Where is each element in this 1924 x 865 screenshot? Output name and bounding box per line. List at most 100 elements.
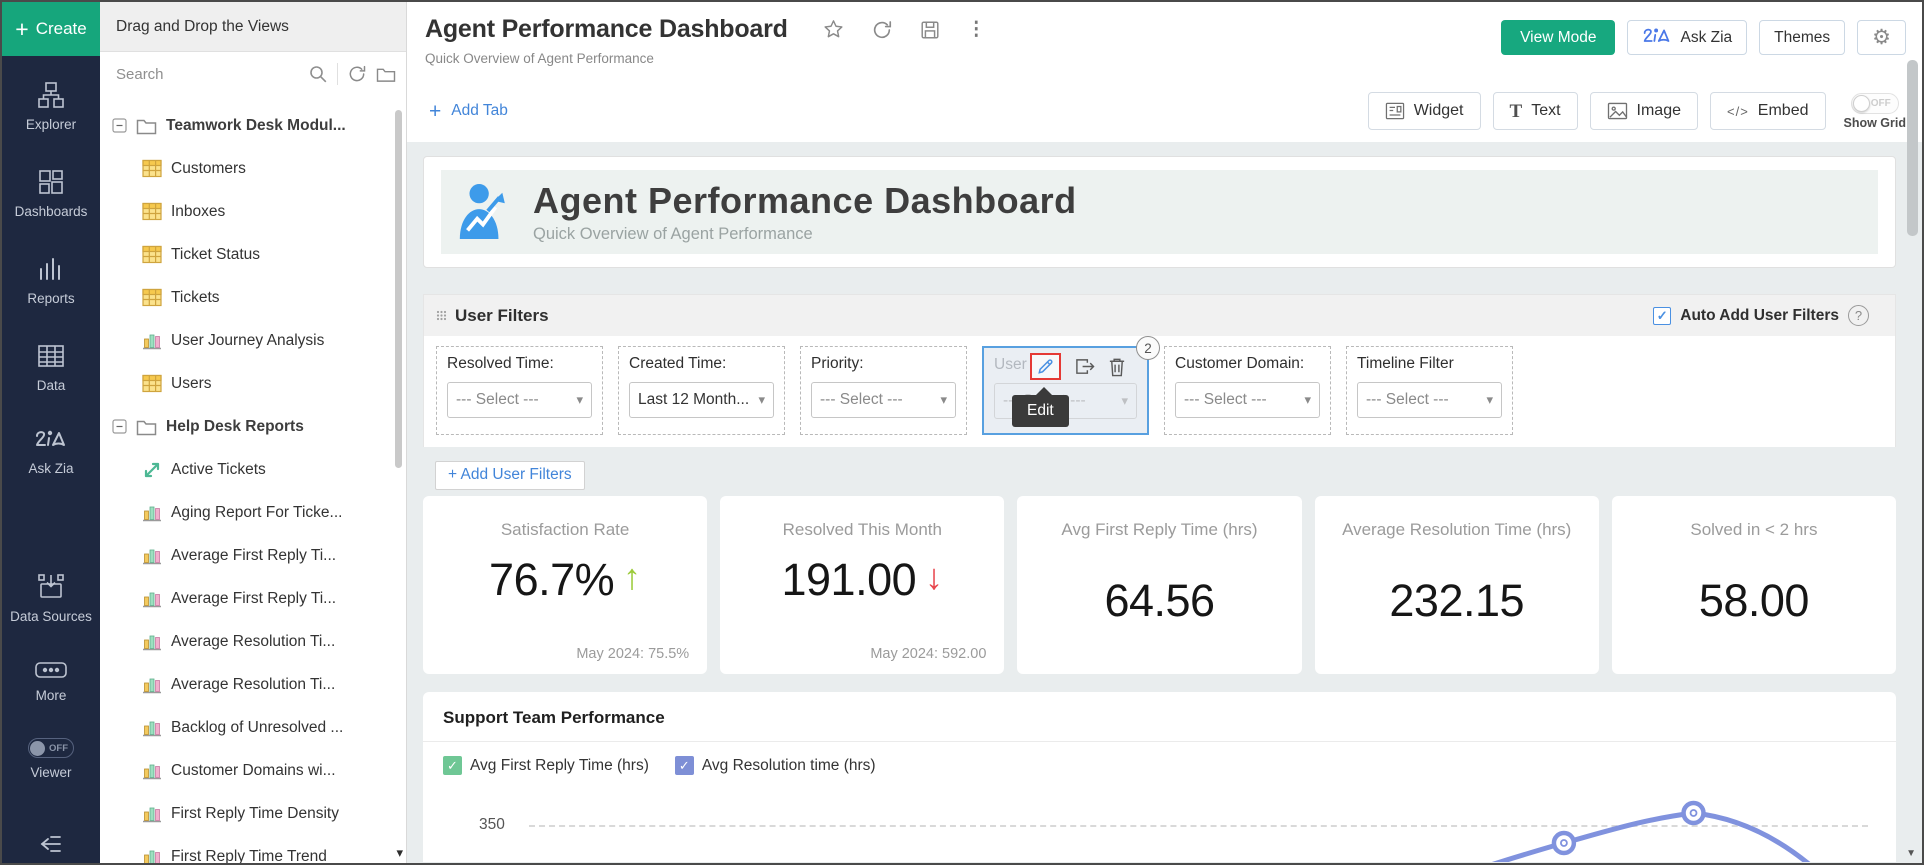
drag-handle-icon[interactable] xyxy=(436,310,447,321)
banner-widget[interactable]: Agent Performance Dashboard Quick Overvi… xyxy=(423,156,1896,268)
delete-filter-icon[interactable] xyxy=(1108,357,1126,377)
scroll-down-arrow[interactable]: ▼ xyxy=(1906,848,1916,859)
filter-label: Customer Domain: xyxy=(1175,355,1305,372)
views-scrollbar-thumb[interactable] xyxy=(395,110,402,468)
tree-item-average-resolution-ti[interactable]: Average Resolution Ti... xyxy=(112,620,406,663)
image-button[interactable]: Image xyxy=(1589,92,1698,130)
tree-item-average-resolution-ti[interactable]: Average Resolution Ti... xyxy=(112,663,406,706)
edit-pencil-icon[interactable] xyxy=(1036,357,1055,376)
filter-priority[interactable]: Priority: --- Select --- ▾ xyxy=(800,346,967,435)
collapse-arrow-icon xyxy=(40,836,61,852)
tree-item-user-journey-analysis[interactable]: User Journey Analysis xyxy=(112,319,406,362)
refresh-icon[interactable] xyxy=(871,19,893,41)
filter-select[interactable]: Last 12 Month... ▾ xyxy=(629,382,774,418)
collapse-toggle-icon[interactable] xyxy=(112,419,127,434)
data-sources-icon xyxy=(36,572,66,602)
tree-item-label: Customers xyxy=(171,159,246,177)
sidebar-item-ask-zia[interactable]: Ask Zia xyxy=(5,428,97,478)
sidebar-item-explorer[interactable]: Explorer xyxy=(5,80,97,134)
filter-select[interactable]: --- Select --- ▾ xyxy=(1175,382,1320,418)
kpi-card-solved-in-2-hrs[interactable]: Solved in < 2 hrs 58.00 xyxy=(1611,496,1897,674)
sidebar-item-label: Dashboards xyxy=(14,203,88,219)
main-scrollbar-thumb[interactable] xyxy=(1907,60,1918,236)
filter-value: --- Select --- xyxy=(1184,391,1267,408)
tree-item-first-reply-time-density[interactable]: First Reply Time Density xyxy=(112,792,406,835)
viewer-toggle[interactable]: OFF xyxy=(28,738,74,759)
move-filter-icon[interactable] xyxy=(1074,357,1095,376)
filter-select[interactable]: --- Select --- ▾ xyxy=(447,382,592,418)
search-input[interactable] xyxy=(116,65,299,83)
favorite-star-icon[interactable] xyxy=(822,18,845,41)
themes-button[interactable]: Themes xyxy=(1759,20,1846,55)
legend-item-avg-resolution-time-hrs[interactable]: ✓ Avg Resolution time (hrs) xyxy=(674,756,876,775)
filter-select[interactable]: --- Select --- ▾ xyxy=(811,382,956,418)
auto-add-user-filters-checkbox[interactable]: ✓ xyxy=(1653,306,1672,325)
ask-zia-button[interactable]: Ask Zia xyxy=(1627,20,1748,55)
tree-item-help-desk-reports[interactable]: Help Desk Reports xyxy=(112,405,406,448)
tree-item-ticket-status[interactable]: Ticket Status xyxy=(112,233,406,276)
sidebar-item-data[interactable]: Data xyxy=(5,341,97,395)
tree-item-teamwork-desk-modul[interactable]: Teamwork Desk Modul... xyxy=(112,104,406,147)
tree-item-label: Active Tickets xyxy=(171,460,266,478)
filter-timeline-filter[interactable]: Timeline Filter --- Select --- ▾ xyxy=(1346,346,1513,435)
help-icon[interactable]: ? xyxy=(1848,305,1869,326)
widget-button[interactable]: Widget xyxy=(1367,92,1481,130)
tree-item-first-reply-time-trend[interactable]: First Reply Time Trend xyxy=(112,835,406,863)
kpi-value: 58.00 xyxy=(1698,575,1810,626)
sidebar-item-viewer[interactable]: OFF Viewer xyxy=(5,738,97,782)
tree-item-average-first-reply-ti[interactable]: Average First Reply Ti... xyxy=(112,534,406,577)
kpi-value-row: 232.15 xyxy=(1389,575,1524,627)
tree-item-active-tickets[interactable]: Active Tickets xyxy=(112,448,406,491)
sidebar-item-dashboards[interactable]: Dashboards xyxy=(5,167,97,221)
create-button[interactable]: + Create xyxy=(2,2,100,56)
filter-resolved-time[interactable]: Resolved Time: --- Select --- ▾ xyxy=(436,346,603,435)
tree-item-aging-report-for-ticke[interactable]: Aging Report For Ticke... xyxy=(112,491,406,534)
tree-item-average-first-reply-ti[interactable]: Average First Reply Ti... xyxy=(112,577,406,620)
sidebar-item-reports[interactable]: Reports xyxy=(5,254,97,308)
tree-item-label: Users xyxy=(171,374,212,392)
save-icon[interactable] xyxy=(919,19,941,41)
kpi-card-satisfaction-rate[interactable]: Satisfaction Rate 76.7% ↑ May 2024: 75.5% xyxy=(423,496,708,674)
tree-item-customers[interactable]: Customers xyxy=(112,147,406,190)
sidebar-item-data-sources[interactable]: Data Sources xyxy=(5,572,97,626)
create-label: Create xyxy=(35,19,87,38)
kpi-card-avg-first-reply-time-hrs[interactable]: Avg First Reply Time (hrs) 64.56 xyxy=(1017,496,1302,674)
embed-button[interactable]: </> Embed xyxy=(1710,92,1826,130)
legend-item-avg-first-reply-time-hrs[interactable]: ✓ Avg First Reply Time (hrs) xyxy=(443,756,649,775)
scroll-down-indicator[interactable]: ▾ xyxy=(396,845,403,860)
sidebar-item-label: Data xyxy=(36,377,66,393)
refresh-views-icon[interactable] xyxy=(347,64,367,84)
chevron-down-icon: ▾ xyxy=(758,392,765,407)
tree-item-inboxes[interactable]: Inboxes xyxy=(112,190,406,233)
tree-item-backlog-of-unresolved[interactable]: Backlog of Unresolved ... xyxy=(112,706,406,749)
text-icon: T xyxy=(1509,100,1523,122)
filter-select[interactable]: --- Select --- ▾ xyxy=(1357,382,1502,418)
tree-item-customer-domains-wi[interactable]: Customer Domains wi... xyxy=(112,749,406,792)
legend-checkbox[interactable]: ✓ xyxy=(443,756,462,775)
collapse-toggle-icon[interactable] xyxy=(112,118,127,133)
tree-item-users[interactable]: Users xyxy=(112,362,406,405)
folder-icon xyxy=(136,117,157,135)
text-button[interactable]: T Text xyxy=(1492,92,1578,130)
kpi-value-row: 58.00 xyxy=(1698,575,1810,627)
kpi-card-average-resolution-time-hrs[interactable]: Average Resolution Time (hrs) 232.15 xyxy=(1314,496,1599,674)
folder-icon[interactable] xyxy=(376,66,396,83)
filter-created-time[interactable]: Created Time: Last 12 Month... ▾ xyxy=(618,346,785,435)
more-options-icon[interactable]: ⋮ xyxy=(966,19,986,40)
collapse-sidebar-button[interactable] xyxy=(2,833,100,855)
view-mode-button[interactable]: View Mode xyxy=(1501,20,1616,55)
add-user-filters-button[interactable]: + Add User Filters xyxy=(435,461,585,490)
kpi-card-resolved-this-month[interactable]: Resolved This Month 191.00 ↓ May 2024: 592.… xyxy=(720,496,1005,674)
chart-widget[interactable]: Support Team Performance ✓ Avg First Repl… xyxy=(423,692,1896,862)
sidebar-item-more[interactable]: More xyxy=(5,659,97,705)
banner-strip: Agent Performance Dashboard Quick Overvi… xyxy=(441,170,1878,254)
settings-button[interactable]: ⚙ xyxy=(1857,20,1906,55)
filter-customer-domain[interactable]: Customer Domain: --- Select --- ▾ xyxy=(1164,346,1331,435)
show-grid-toggle[interactable]: OFF xyxy=(1850,92,1899,114)
search-icon[interactable] xyxy=(308,64,328,84)
legend-checkbox[interactable]: ✓ xyxy=(674,756,694,775)
tree-item-tickets[interactable]: Tickets xyxy=(112,276,406,319)
dashboard-canvas: Agent Performance Dashboard Quick Overvi… xyxy=(407,142,1922,863)
add-tab-button[interactable]: + Add Tab xyxy=(429,101,508,122)
